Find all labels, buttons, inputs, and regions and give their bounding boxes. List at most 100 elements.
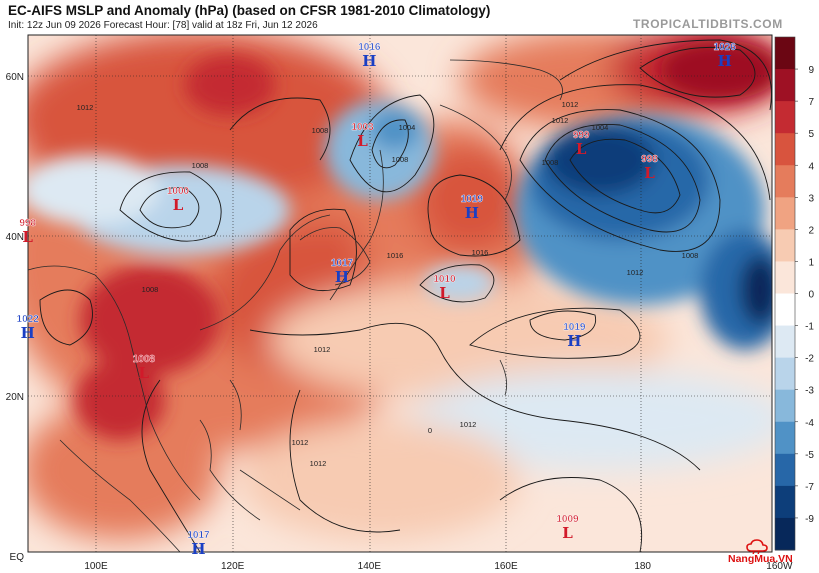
colorbar-label: 3	[808, 193, 814, 204]
colorbar-swatch	[775, 165, 795, 198]
isobar-label: 1012	[460, 420, 477, 429]
pressure-letter: H	[362, 52, 376, 70]
lat-label: 60N	[6, 72, 24, 83]
pressure-letter: L	[22, 228, 33, 246]
pressure-value: 1019	[461, 194, 484, 205]
watermark: NangMua.VN	[728, 538, 814, 568]
pressure-value: 998	[19, 218, 36, 229]
isobar-label: 1012	[292, 438, 309, 447]
isobar-label: 1008	[542, 158, 559, 167]
header: EC-AIFS MSLP and Anomaly (hPa) (based on…	[8, 3, 490, 32]
colorbar-label: 1	[808, 257, 814, 268]
isobar-label: 1016	[472, 248, 489, 257]
isobar-label: 1004	[399, 123, 416, 132]
coastlines	[28, 59, 563, 552]
colorbar-swatch	[775, 517, 795, 551]
colorbar-swatch	[775, 133, 795, 166]
isobar-label: 0	[428, 426, 432, 435]
colorbar-label: 0	[808, 290, 814, 301]
pressure-value: 1009	[556, 514, 579, 525]
lon-label: 160W	[766, 561, 793, 572]
isobar-label: 1008	[392, 155, 409, 164]
colorbar-label: -2	[805, 354, 814, 365]
isobar-label: 1008	[192, 161, 209, 170]
colorbar-swatch	[775, 261, 795, 294]
pressure-letter: H	[191, 540, 205, 558]
colorbar-label: 9	[808, 65, 814, 76]
colorbar-swatch	[775, 485, 795, 519]
cloud-icon	[746, 539, 768, 554]
isobar-label: 1004	[592, 123, 609, 132]
lon-label: 180	[634, 561, 651, 572]
colorbar-swatch	[775, 453, 795, 487]
pressure-value: 1022	[17, 314, 40, 325]
colorbar-swatch	[775, 101, 795, 134]
anomaly-field	[28, 35, 772, 552]
colorbar-label: -7	[805, 482, 814, 493]
pressure-value: 1016	[358, 42, 381, 53]
colorbar-label: 2	[808, 225, 814, 236]
colorbar-swatch	[775, 37, 795, 70]
graticule	[28, 35, 772, 552]
watermark-text: NangMua.VN	[728, 553, 793, 565]
lon-label: 160E	[494, 561, 518, 572]
isobar-label: 1008	[682, 251, 699, 260]
pressure-value: 1017	[187, 530, 210, 541]
isobar-label: 1012	[562, 100, 579, 109]
chart-title: EC-AIFS MSLP and Anomaly (hPa) (based on…	[8, 3, 491, 18]
map-frame	[27, 34, 773, 553]
colorbar-swatch	[775, 197, 795, 230]
pressure-letter: L	[139, 364, 150, 382]
lon-label: 140E	[358, 561, 382, 572]
colorbar-swatch	[775, 69, 795, 102]
pressure-value: 1003	[351, 122, 374, 133]
colorbar-label: 5	[808, 129, 814, 140]
pressure-letter: H	[21, 324, 35, 342]
pressure-value: 1019	[563, 322, 586, 333]
pressure-letter: L	[439, 284, 450, 302]
pressure-letter: L	[562, 524, 573, 542]
lon-label: 120E	[221, 561, 245, 572]
colorbar-label: -3	[805, 386, 814, 397]
isobar-label: 1016	[387, 251, 404, 260]
pressure-value: 1008	[133, 354, 156, 365]
isobar-label: 1012	[627, 268, 644, 277]
isobar-label-layer: 1012 1008 1004 1008 1008 1012 1012 1016 1012 1016…	[77, 100, 699, 468]
lon-label: 100E	[84, 561, 108, 572]
isobars	[39, 39, 772, 552]
colorbar-label: -4	[805, 418, 814, 429]
chart-subtitle: Init: 12z Jun 09 2026 Forecast Hour: [78…	[8, 20, 318, 31]
pressure-value: 1000	[167, 186, 190, 197]
longitude-axis: 100E 120E 140E 160E 180 160W	[84, 561, 793, 572]
pressure-letter: L	[644, 164, 655, 182]
colorbar: 9 7 5 4 3 2 1 0 -1 -2 -3 -4 -5 -7 -9	[774, 36, 814, 551]
colorbar-swatch	[775, 357, 795, 391]
lat-label: 40N	[6, 232, 24, 243]
pressure-letter: H	[465, 204, 479, 222]
isobar-label: 1012	[552, 116, 569, 125]
pressure-letter: L	[576, 140, 587, 158]
colorbar-swatch	[775, 293, 795, 327]
isobar-label: 1008	[312, 126, 329, 135]
pressure-value: 1026	[714, 42, 737, 53]
isobar-label: 1012	[310, 459, 327, 468]
isobar-label: 1012	[77, 103, 94, 112]
pressure-letter: H	[335, 268, 349, 286]
pressure-value: 998	[641, 154, 658, 165]
colorbar-label: -1	[805, 322, 814, 333]
pressure-value: 1017	[331, 258, 354, 269]
